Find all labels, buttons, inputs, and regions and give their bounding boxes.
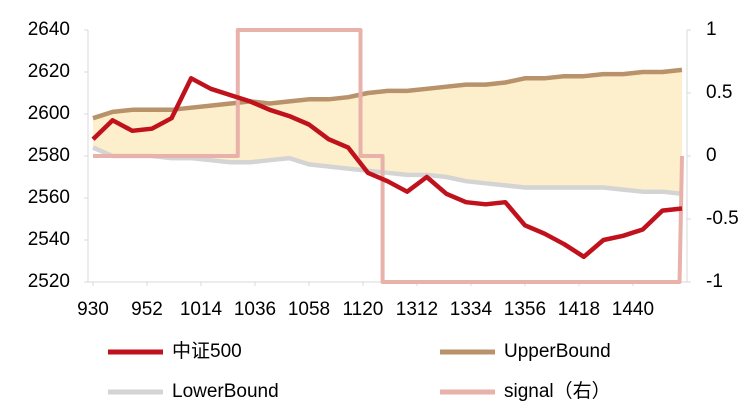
series-line xyxy=(92,67,683,121)
legend-label: 中证500 xyxy=(172,340,242,362)
legend-label: UpperBound xyxy=(504,341,611,362)
x-tick-label: 1356 xyxy=(504,299,546,320)
x-tick-label: 1014 xyxy=(180,299,223,320)
x-tick-label: 952 xyxy=(131,299,163,320)
x-tick-label: 1058 xyxy=(288,299,330,320)
y2-tick-label: 0.5 xyxy=(706,82,732,103)
x-tick-label: 1440 xyxy=(612,299,654,320)
y-tick-label: 2640 xyxy=(28,19,70,40)
y-tick-label: 2540 xyxy=(28,229,70,250)
x-tick-label: 1334 xyxy=(450,299,493,320)
x-tick-label: 930 xyxy=(77,299,109,320)
y2-tick-label: -0.5 xyxy=(706,208,739,229)
y-tick-label: 2560 xyxy=(28,187,70,208)
y2-tick-label: 0 xyxy=(706,145,717,166)
y-tick-label: 2620 xyxy=(28,61,70,82)
y-tick-label: 2520 xyxy=(28,271,70,292)
y2-tick-label: -1 xyxy=(706,271,723,292)
legend-label: signal（右） xyxy=(504,380,611,402)
x-tick-label: 1418 xyxy=(558,299,600,320)
y-tick-label: 2600 xyxy=(28,103,70,124)
series-line xyxy=(92,145,683,197)
x-tick-label: 1120 xyxy=(343,299,384,320)
band-fill xyxy=(93,69,682,194)
x-tick-label: 1312 xyxy=(396,299,438,320)
legend-label: LowerBound xyxy=(172,381,279,402)
y-tick-label: 2580 xyxy=(28,145,70,166)
series-line xyxy=(91,76,683,260)
y2-tick-label: 1 xyxy=(706,19,717,40)
x-tick-label: 1036 xyxy=(234,299,276,320)
series-line xyxy=(93,28,684,284)
